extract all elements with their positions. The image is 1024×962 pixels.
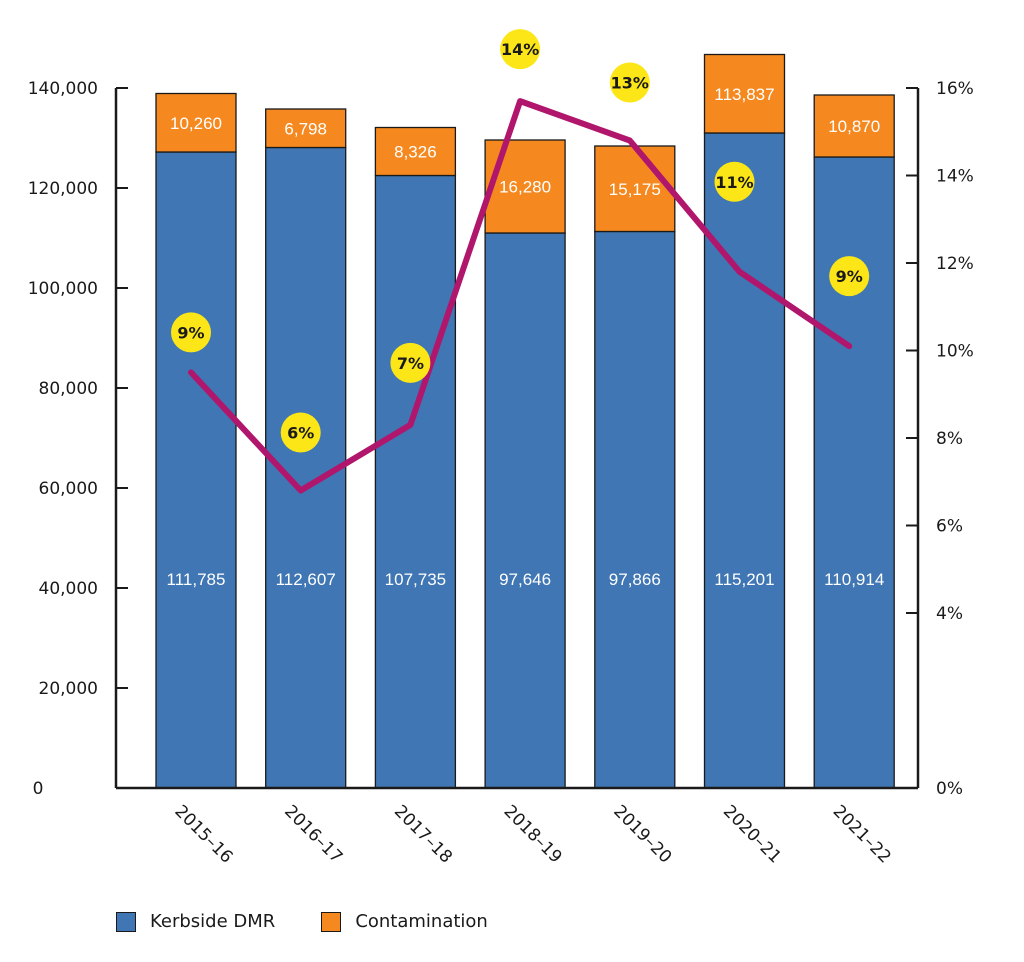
bar-kerbside — [374, 174, 457, 789]
bar-label-kerbside: 97,646 — [499, 570, 551, 589]
legend-label-kerbside: Kerbside DMR — [150, 911, 276, 932]
y-tick-label-left: 20,000 — [39, 679, 98, 699]
legend-swatch-contamination — [321, 911, 342, 932]
stacked-bar-line-chart: 111,785 10,260 112,607 6,798 107,735 8,326 97,… — [28, 29, 974, 867]
y-tick-label-right: 8% — [936, 429, 963, 449]
y-tick-label-left: 60,000 — [39, 479, 98, 499]
bar-label-contamination: 8,326 — [394, 143, 437, 162]
bar-label-kerbside: 111,785 — [167, 570, 226, 589]
percent-bubble — [714, 161, 755, 202]
bar-label-contamination: 113,837 — [714, 85, 774, 104]
y-tick-label-right: 4% — [936, 604, 963, 624]
percent-bubble — [609, 62, 650, 103]
y-tick-label-left: 100,000 — [28, 279, 98, 299]
percent-bubble — [171, 312, 211, 353]
y-tick-label-right: 14% — [936, 167, 974, 187]
x-tick-label: 2015–16 — [171, 801, 237, 867]
bar-kerbside — [484, 232, 566, 789]
legend-item-kerbside: Kerbside DMR — [116, 911, 275, 932]
legend-label-contamination: Contamination — [355, 911, 488, 932]
legend: Kerbside DMR Contamination — [116, 911, 534, 932]
percent-label: 7% — [397, 354, 424, 373]
y-tick-label-left: 0 — [33, 779, 44, 799]
bar-label-contamination: 6,798 — [284, 119, 327, 138]
percent-bubble — [500, 29, 541, 70]
bar-contamination — [703, 53, 786, 134]
bar-contamination — [265, 108, 347, 149]
y-tick-label-right: 12% — [936, 254, 974, 274]
bar-contamination — [813, 94, 895, 158]
percent-label: 9% — [836, 267, 863, 286]
bar-contamination — [594, 145, 676, 233]
percent-bubble — [280, 412, 321, 453]
percent-label: 9% — [177, 323, 204, 342]
x-tick-label: 2019–20 — [609, 801, 675, 867]
percent-bubble — [390, 342, 431, 383]
legend-swatch-kerbside — [116, 911, 136, 932]
percent-bubble — [829, 256, 870, 297]
bar-contamination — [374, 126, 457, 177]
legend-item-contamination: Contamination — [321, 911, 488, 932]
y-tick-label-right: 10% — [936, 342, 974, 362]
y-tick-label-right: 16% — [936, 79, 974, 99]
y-tick-label-left: 140,000 — [28, 79, 98, 99]
y-tick-label-right: 0% — [936, 779, 963, 799]
percent-label: 6% — [287, 424, 314, 443]
x-tick-label: 2020–21 — [719, 801, 785, 867]
y-tick-label-right: 6% — [936, 517, 963, 537]
bar-label-contamination: 15,175 — [609, 180, 661, 199]
x-tick-label: 2016–17 — [280, 801, 346, 867]
bar-kerbside — [155, 151, 237, 789]
x-tick-label: 2017–18 — [390, 801, 456, 867]
bar-label-kerbside: 110,914 — [824, 570, 884, 589]
y-tick-label-left: 40,000 — [39, 579, 98, 599]
x-tick-label: 2021–22 — [829, 801, 895, 867]
x-tick-label: 2018–19 — [500, 801, 566, 867]
y-tick-label-left: 80,000 — [39, 379, 98, 399]
bar-kerbside — [813, 156, 895, 789]
bar-label-contamination: 10,260 — [170, 114, 222, 133]
bar-contamination — [484, 139, 566, 234]
bar-label-kerbside: 107,735 — [385, 570, 446, 589]
y-tick-label-left: 120,000 — [28, 179, 98, 199]
bar-label-contamination: 10,870 — [828, 117, 880, 136]
bar-kerbside — [703, 132, 786, 789]
bar-kerbside — [594, 230, 676, 789]
contamination-rate-line — [188, 98, 853, 494]
percent-label: 11% — [715, 173, 753, 192]
bar-contamination — [155, 92, 237, 153]
percent-label: 13% — [611, 74, 649, 93]
bar-label-kerbside: 115,201 — [714, 570, 774, 589]
bar-label-contamination: 16,280 — [499, 178, 551, 197]
bar-label-kerbside: 97,866 — [609, 570, 661, 589]
percent-label: 14% — [501, 40, 539, 59]
bar-label-kerbside: 112,607 — [276, 570, 336, 589]
